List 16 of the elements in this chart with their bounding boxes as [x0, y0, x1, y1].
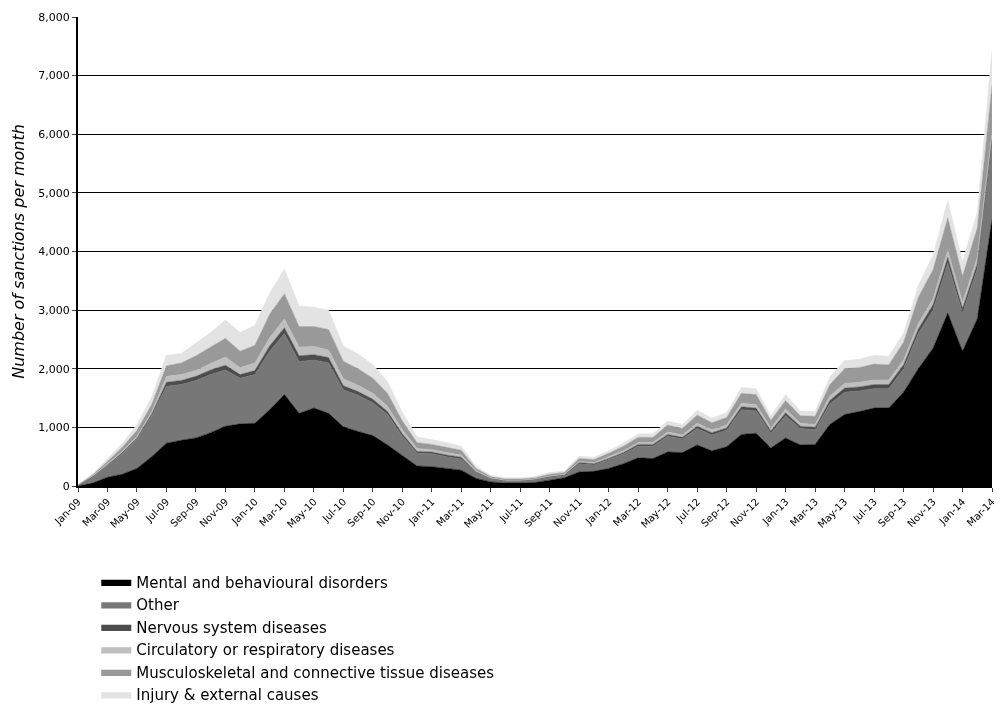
y-tick-label: 2,000 [38, 362, 70, 376]
y-tick-label: 5,000 [38, 186, 70, 200]
y-tick-label: 4,000 [38, 245, 70, 259]
y-tick-label: 6,000 [38, 128, 70, 142]
y-tick-label: 1,000 [38, 421, 70, 435]
legend-label: Other [136, 596, 180, 615]
y-tick-label: 3,000 [38, 303, 70, 317]
y-axis-title: Number of sanctions per month [8, 124, 28, 379]
legend-label: Mental and behavioural disorders [136, 573, 388, 592]
y-tick-label: 7,000 [38, 69, 70, 83]
y-tick-label: 8,000 [38, 10, 70, 24]
legend-label: Nervous system diseases [136, 618, 327, 637]
legend-label: Musculoskeletal and connective tissue diseases [136, 663, 495, 682]
y-tick-label: 0 [62, 479, 70, 493]
legend-label: Circulatory or respiratory diseases [136, 641, 395, 660]
legend-label: Injury & external causes [136, 686, 319, 705]
